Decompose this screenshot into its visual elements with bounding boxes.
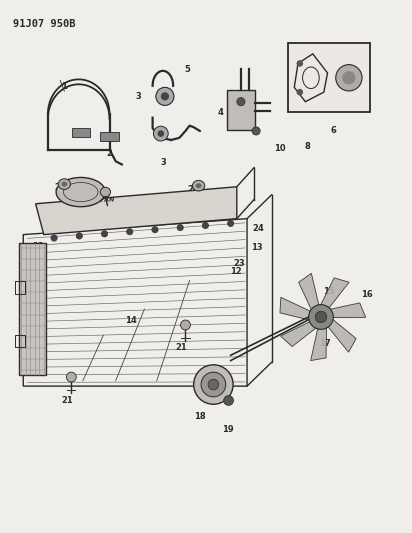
Circle shape <box>76 233 82 239</box>
Polygon shape <box>280 297 310 320</box>
Circle shape <box>101 231 108 237</box>
Polygon shape <box>328 319 356 352</box>
Text: 7: 7 <box>346 75 352 84</box>
Text: 3: 3 <box>160 158 166 167</box>
Circle shape <box>336 64 362 91</box>
Text: 12: 12 <box>32 242 44 251</box>
Text: 11: 11 <box>145 214 157 223</box>
Bar <box>288 43 370 112</box>
Bar <box>15 335 25 348</box>
Ellipse shape <box>61 182 67 187</box>
Text: 9: 9 <box>240 105 246 114</box>
Circle shape <box>161 92 169 101</box>
Circle shape <box>51 235 57 241</box>
Text: 20: 20 <box>188 185 199 194</box>
Text: 23: 23 <box>233 260 245 268</box>
Polygon shape <box>299 273 319 310</box>
Text: 15: 15 <box>323 287 335 296</box>
Circle shape <box>180 320 190 330</box>
Polygon shape <box>227 90 255 130</box>
Text: 3: 3 <box>136 92 141 101</box>
Text: 16: 16 <box>361 289 373 298</box>
Circle shape <box>202 222 208 229</box>
Bar <box>19 243 46 375</box>
Text: 6: 6 <box>330 126 336 135</box>
Text: 21: 21 <box>176 343 187 352</box>
Text: 21: 21 <box>62 396 73 405</box>
Circle shape <box>66 372 76 382</box>
Circle shape <box>315 311 327 323</box>
Text: 10: 10 <box>274 144 286 153</box>
Circle shape <box>201 372 226 397</box>
Ellipse shape <box>100 187 110 197</box>
Polygon shape <box>35 187 237 235</box>
Text: 17: 17 <box>319 339 331 348</box>
Circle shape <box>153 126 168 141</box>
Circle shape <box>194 365 233 404</box>
Circle shape <box>227 220 234 227</box>
Text: 2: 2 <box>107 149 112 158</box>
Ellipse shape <box>58 179 70 189</box>
Polygon shape <box>321 278 349 308</box>
Text: 24: 24 <box>253 224 265 233</box>
Text: CAUTION FAN: CAUTION FAN <box>67 197 115 204</box>
Ellipse shape <box>192 180 205 191</box>
Text: 22: 22 <box>100 192 111 201</box>
Circle shape <box>152 227 158 233</box>
Circle shape <box>342 71 356 84</box>
Circle shape <box>252 127 260 135</box>
Text: 8: 8 <box>305 142 311 151</box>
Ellipse shape <box>56 177 105 207</box>
Polygon shape <box>281 322 316 346</box>
Text: 1: 1 <box>61 82 67 91</box>
Text: 19: 19 <box>222 425 234 434</box>
Circle shape <box>126 229 133 235</box>
Bar <box>72 128 90 137</box>
Circle shape <box>157 130 164 137</box>
Bar <box>101 132 119 141</box>
Circle shape <box>156 87 174 106</box>
Text: 13: 13 <box>251 244 263 253</box>
Bar <box>15 281 25 294</box>
Text: 18: 18 <box>194 412 206 421</box>
Text: 4: 4 <box>218 108 223 117</box>
Circle shape <box>208 379 219 390</box>
Text: 20: 20 <box>54 183 66 192</box>
Circle shape <box>224 395 234 406</box>
Circle shape <box>297 60 303 67</box>
Polygon shape <box>311 328 326 360</box>
Polygon shape <box>330 303 366 318</box>
Ellipse shape <box>196 183 201 188</box>
Text: 5: 5 <box>185 66 190 74</box>
Circle shape <box>177 224 183 231</box>
Circle shape <box>237 98 245 106</box>
Text: 91J07 950B: 91J07 950B <box>13 19 75 29</box>
Text: 14: 14 <box>125 316 137 325</box>
Text: 12: 12 <box>229 268 241 276</box>
Circle shape <box>309 305 333 329</box>
Circle shape <box>297 89 303 95</box>
